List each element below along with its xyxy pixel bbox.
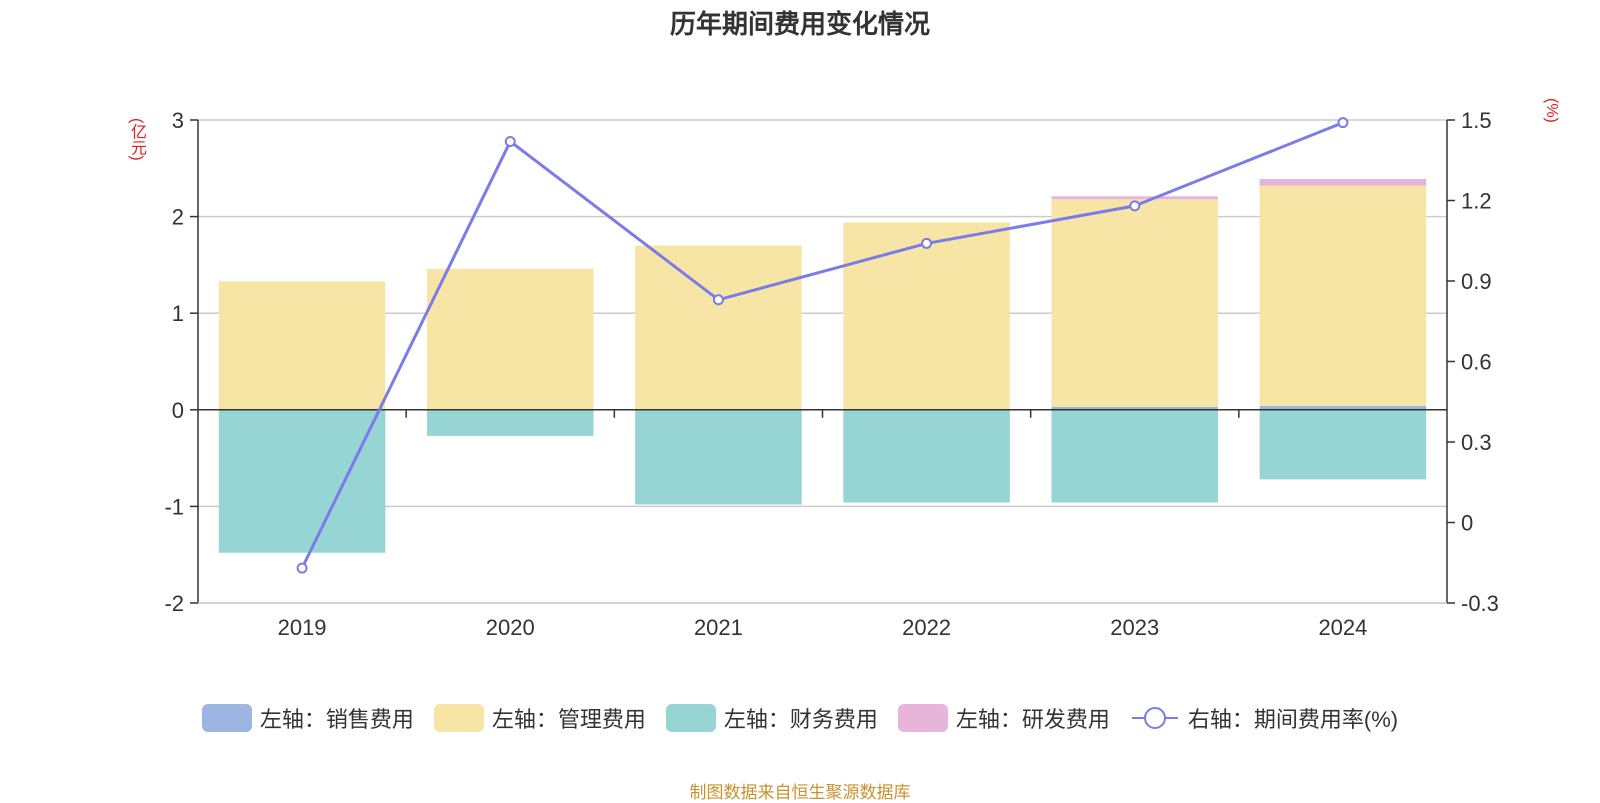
legend-item-finance[interactable]: 左轴：财务费用 [665,702,878,734]
x-tick-label-2019: 2019 [278,615,327,640]
axes [190,119,1455,604]
right-tick-label: 1.5 [1461,108,1492,133]
bar-2024-s2 [1259,409,1427,480]
left-tick-label: 0 [172,398,184,423]
left-tick-label: 1 [172,301,184,326]
rate-point-2021 [712,294,724,306]
chart-plot: 3 2 1 0 -1 -2 1.5 1.2 0.9 0.6 0.3 0 -0.3 2019 2020 2021… [164,108,1498,640]
legend-swatch-sales [201,704,252,732]
legend-label-rnd: 左轴：研发费用 [955,707,1110,732]
left-tick-label: 2 [172,205,184,230]
bar-2024-s0 [1259,405,1427,410]
rate-point-2022 [921,237,933,249]
bar-2022-s1 [843,222,1010,410]
legend-item-rate[interactable]: 右轴：期间费用率(%) [1130,702,1398,734]
legend-item-rnd[interactable]: 左轴：研发费用 [897,702,1110,734]
bar-2024-s3 [1259,178,1427,186]
bar-2023-s1 [1051,199,1219,407]
x-tick-label-2024: 2024 [1318,615,1367,640]
rate-line [300,121,1344,569]
bar-2024-s1 [1259,185,1427,406]
legend: 左轴：销售费用 左轴：管理费用 左轴：财务费用 左轴：研发费用 右轴：期间费用率… [0,702,1600,734]
bar-2023-s0 [1051,406,1219,410]
legend-swatch-rnd [897,704,948,732]
legend-label-rate: 右轴：期间费用率(%) [1187,707,1399,732]
right-tick-label: 0 [1461,511,1473,536]
right-tick-label: 0.6 [1461,350,1492,375]
left-tick-label: -1 [164,494,184,519]
rate-point-2019 [296,562,308,574]
bar-2021-s2 [635,409,802,505]
axis-labels: 3 2 1 0 -1 -2 1.5 1.2 0.9 0.6 0.3 0 -0.3 2019 2020 2021… [164,108,1498,640]
x-tick-label-2020: 2020 [486,615,535,640]
legend-swatch-rate [1130,704,1180,732]
right-axis-unit: (%) [1543,98,1560,123]
bar-2020-s2 [426,409,594,436]
bar-2019-s1 [218,281,386,410]
right-tick-label: 1.2 [1461,189,1492,214]
bar-2022-s2 [843,409,1010,503]
legend-swatch-finance [665,704,716,732]
right-tick-label: 0.3 [1461,430,1492,455]
bar-2023-s3 [1051,196,1219,200]
x-tick-label-2021: 2021 [694,615,743,640]
bar-series [218,178,1427,553]
right-tick-label: 0.9 [1461,269,1492,294]
legend-item-admin[interactable]: 左轴：管理费用 [433,702,646,734]
data-source-note: 制图数据来自恒生聚源数据库 [689,783,911,802]
legend-label-finance: 左轴：财务费用 [723,707,878,732]
rate-point-2024 [1337,117,1349,129]
line-series [296,117,1349,574]
bar-2023-s2 [1051,409,1219,503]
legend-label-sales: 左轴：销售费用 [259,707,414,732]
rate-point-2020 [504,135,516,147]
bar-2021-s1 [635,245,802,410]
bar-2020-s1 [426,268,594,409]
bar-2019-s2 [218,409,386,553]
rate-point-2023 [1129,200,1141,212]
left-tick-label: -2 [164,591,184,616]
x-tick-label-2022: 2022 [902,615,951,640]
x-tick-label-2023: 2023 [1110,615,1159,640]
legend-swatch-admin [433,704,484,732]
right-tick-label: -0.3 [1461,591,1499,616]
chart-title: 历年期间费用变化情况 [669,9,930,39]
left-axis-unit: (亿元) [128,118,145,161]
left-tick-label: 3 [172,108,184,133]
legend-item-sales[interactable]: 左轴：销售费用 [201,702,414,734]
legend-label-admin: 左轴：管理费用 [491,707,646,732]
